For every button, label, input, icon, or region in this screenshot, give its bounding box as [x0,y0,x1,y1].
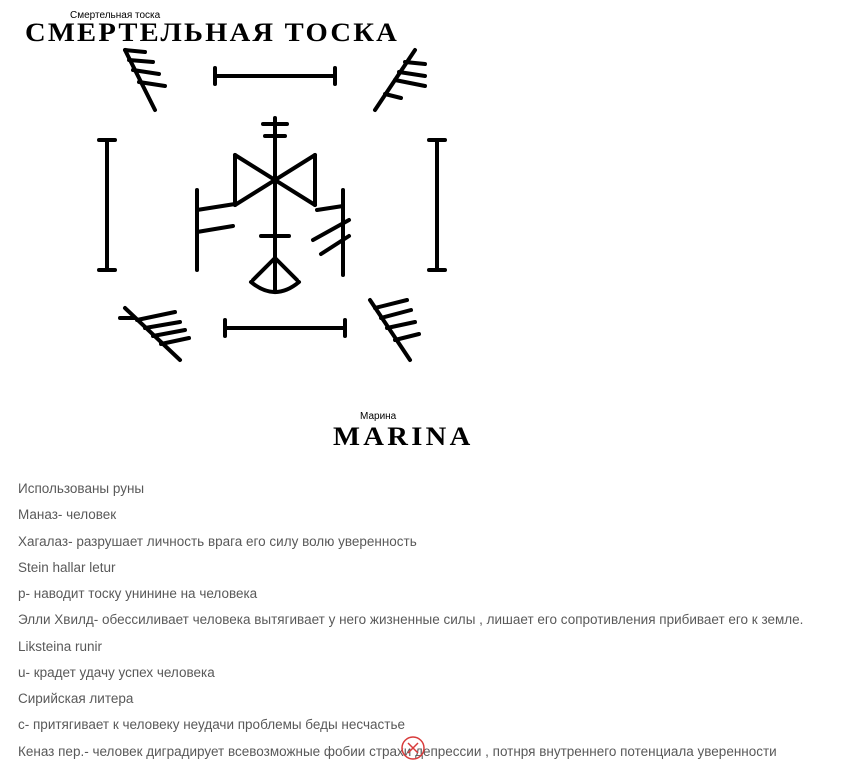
text-line: Stein hallar letur [18,557,829,579]
text-line: Сирийская литера [18,688,829,710]
text-line: Элли Хвилд- обессиливает человека вытяги… [18,609,829,631]
overlay-author: Марина [360,411,396,422]
close-button[interactable] [400,735,426,761]
text-line: Использованы руны [18,478,829,500]
text-line: Хагалаз- разрушает личность врага его си… [18,531,829,553]
text-line: Маназ- человек [18,504,829,526]
text-line: p- наводит тоску унинине на человека [18,583,829,605]
text-line: Liksteina runir [18,636,829,658]
text-line: u- крадет удачу успех человека [18,662,829,684]
close-icon [400,735,426,761]
author: MARINA [333,422,474,452]
rune-image: Смертельная тоска СМЕРТЕЛЬНАЯ ТОСКА [15,0,535,460]
description-text: Использованы руны Маназ- человек Хагалаз- … [0,460,847,763]
text-line: c- притягивает к человеку неудачи пробле… [18,714,829,736]
rune-diagram [85,40,465,410]
